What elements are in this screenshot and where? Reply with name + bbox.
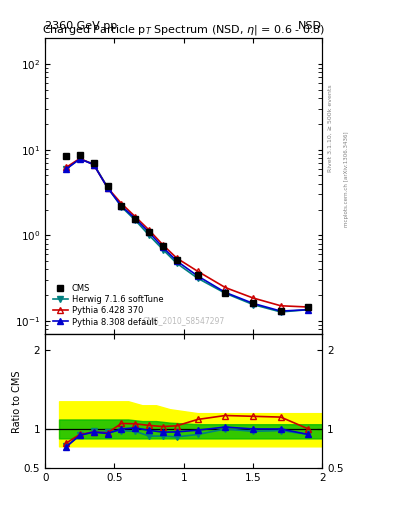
Text: Rivet 3.1.10, ≥ 500k events: Rivet 3.1.10, ≥ 500k events (328, 84, 333, 172)
Text: CMS_2010_S8547297: CMS_2010_S8547297 (143, 316, 225, 325)
Text: 2360 GeV pp: 2360 GeV pp (45, 20, 118, 31)
Legend: CMS, Herwig 7.1.6 softTune, Pythia 6.428 370, Pythia 8.308 default: CMS, Herwig 7.1.6 softTune, Pythia 6.428… (50, 281, 167, 330)
Y-axis label: Ratio to CMS: Ratio to CMS (13, 370, 22, 433)
Text: NSD: NSD (298, 20, 322, 31)
Text: mcplots.cern.ch [arXiv:1306.3436]: mcplots.cern.ch [arXiv:1306.3436] (344, 132, 349, 227)
Title: Charged Particle p$_T$ Spectrum (NSD, $\eta$| = 0.6 - 0.8): Charged Particle p$_T$ Spectrum (NSD, $\… (42, 24, 325, 37)
